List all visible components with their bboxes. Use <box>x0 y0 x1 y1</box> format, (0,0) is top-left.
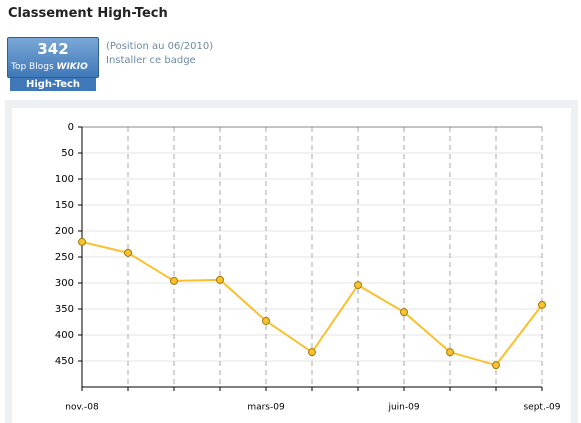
y-tick-label: 0 <box>68 122 74 133</box>
x-tick-label: juin-09 <box>387 403 419 413</box>
y-tick-label: 200 <box>55 226 74 237</box>
y-tick-label: 450 <box>55 356 74 367</box>
point <box>538 300 546 309</box>
badge[interactable]: 342 Top Blogs WIKIO <box>7 37 99 78</box>
x-tick-label: mars-09 <box>247 403 285 413</box>
point <box>492 361 500 370</box>
point <box>124 248 132 257</box>
y-tick-label: 300 <box>55 278 74 289</box>
point <box>216 275 224 284</box>
install-link[interactable]: Installer ce badge <box>106 55 196 66</box>
point <box>446 348 454 357</box>
y-tick-label: 350 <box>55 304 74 315</box>
badge-rank: 342 <box>37 40 69 58</box>
x-tick-label: sept.-09 <box>523 403 560 413</box>
y-tick-label: 50 <box>61 148 74 159</box>
position-note: (Position au 06/2010) <box>106 41 214 52</box>
point <box>354 281 362 290</box>
y-tick-label: 150 <box>55 200 74 211</box>
title: Classement High-Tech <box>8 6 168 21</box>
y-tick-label: 400 <box>55 330 74 341</box>
badge-category: High-Tech <box>10 78 96 91</box>
point <box>170 276 178 285</box>
point <box>308 348 316 357</box>
badge-brand: WIKIO <box>56 62 88 72</box>
y-tick-label: 250 <box>55 252 74 263</box>
badge-text: Top Blogs <box>11 62 54 72</box>
x-tick-label: nov.-08 <box>65 403 99 413</box>
point <box>262 316 270 325</box>
point <box>400 308 408 317</box>
badge-label: Top Blogs WIKIO <box>11 62 88 72</box>
chart-area <box>12 108 571 423</box>
y-tick-label: 100 <box>55 174 74 185</box>
point <box>78 237 86 246</box>
